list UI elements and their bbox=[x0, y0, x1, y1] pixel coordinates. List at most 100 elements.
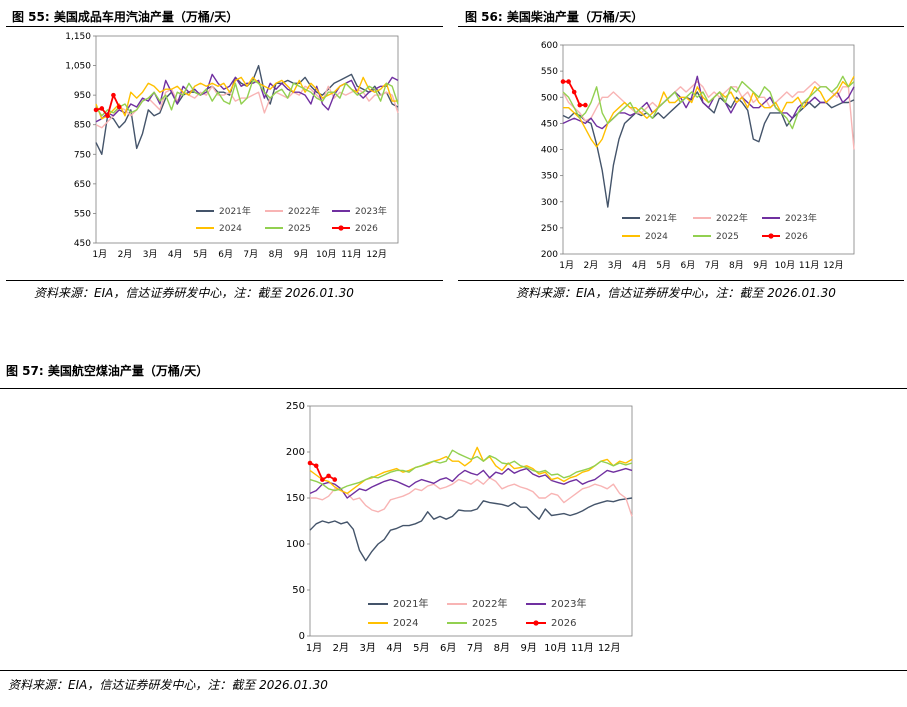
x-tick-label: 5月 bbox=[413, 642, 429, 654]
legend-marker bbox=[533, 620, 539, 626]
legend-label: 2021年 bbox=[645, 212, 677, 224]
x-tick-label: 2月 bbox=[333, 642, 349, 654]
series-line-2022年 bbox=[562, 80, 855, 150]
x-tick-label: 6月 bbox=[218, 249, 233, 260]
legend-label: 2023年 bbox=[355, 205, 387, 217]
series-point-2026 bbox=[571, 89, 577, 95]
legend-label: 2022年 bbox=[288, 205, 320, 217]
x-tick-label: 3月 bbox=[608, 260, 623, 271]
figure-57-title: 图 57: 美国航空煤油产量（万桶/天） bbox=[6, 364, 209, 378]
x-tick-label: 12月 bbox=[823, 260, 843, 271]
x-tick-label: 7月 bbox=[243, 249, 258, 260]
x-tick-label: 8月 bbox=[729, 260, 744, 271]
y-tick-label: 500 bbox=[541, 93, 558, 103]
series-point-2026 bbox=[583, 102, 588, 108]
x-tick-label: 6月 bbox=[681, 260, 696, 271]
x-tick-label: 10月 bbox=[316, 249, 336, 260]
figure-55-source: 资料来源：EIA，信达证券研发中心，注：截至 2026.01.30 bbox=[34, 286, 354, 300]
figure-57-top-rule bbox=[0, 388, 907, 389]
y-tick-label: 150 bbox=[286, 493, 305, 504]
x-tick-label: 2月 bbox=[584, 260, 599, 271]
x-tick-label: 6月 bbox=[440, 642, 456, 654]
y-tick-label: 550 bbox=[74, 209, 91, 219]
y-tick-label: 250 bbox=[541, 224, 558, 234]
x-tick-label: 9月 bbox=[294, 249, 309, 260]
y-tick-label: 0 bbox=[299, 631, 305, 642]
series-point-2026 bbox=[105, 113, 110, 119]
series-line-2025 bbox=[95, 79, 399, 117]
y-tick-label: 200 bbox=[541, 250, 558, 260]
x-tick-label: 11月 bbox=[571, 642, 594, 654]
figure-56-source: 资料来源：EIA，信达证券研发中心，注：截至 2026.01.30 bbox=[516, 286, 836, 300]
series-point-2026 bbox=[99, 106, 105, 111]
legend-label: 2023年 bbox=[785, 212, 817, 224]
x-tick-label: 5月 bbox=[656, 260, 671, 271]
y-tick-label: 450 bbox=[541, 119, 558, 129]
y-tick-label: 550 bbox=[541, 67, 558, 77]
series-line-2023年 bbox=[309, 467, 633, 499]
series-line-2022年 bbox=[310, 477, 633, 517]
series-point-2026 bbox=[566, 79, 571, 84]
y-tick-label: 1,050 bbox=[65, 62, 91, 72]
x-tick-label: 4月 bbox=[386, 642, 402, 654]
x-tick-label: 12月 bbox=[366, 249, 386, 260]
legend-label: 2025 bbox=[472, 618, 497, 629]
y-tick-label: 50 bbox=[292, 585, 305, 596]
legend-label: 2021年 bbox=[393, 597, 428, 610]
y-tick-label: 750 bbox=[74, 150, 91, 160]
series-line-2026 bbox=[309, 462, 336, 481]
y-tick-label: 400 bbox=[541, 146, 558, 156]
series-line-2023年 bbox=[95, 73, 399, 123]
series-line-2025 bbox=[309, 449, 633, 492]
legend-label: 2021年 bbox=[219, 205, 251, 217]
x-tick-label: 11月 bbox=[799, 260, 819, 271]
figure-55-top-rule bbox=[6, 26, 443, 27]
x-tick-label: 10月 bbox=[544, 642, 567, 654]
x-tick-label: 7月 bbox=[467, 642, 483, 654]
figure-55-title: 图 55: 美国成品车用汽油产量（万桶/天） bbox=[12, 10, 239, 24]
legend-label: 2026 bbox=[355, 224, 378, 234]
legend-label: 2024 bbox=[645, 232, 668, 242]
y-tick-label: 300 bbox=[541, 198, 558, 208]
series-point-2026 bbox=[320, 477, 325, 482]
x-tick-label: 3月 bbox=[143, 249, 158, 260]
figure-56-title: 图 56: 美国柴油产量（万桶/天） bbox=[465, 10, 644, 24]
series-point-2026 bbox=[111, 92, 116, 98]
legend-label: 2026 bbox=[785, 232, 808, 242]
legend-label: 2025 bbox=[288, 224, 311, 234]
x-tick-label: 9月 bbox=[753, 260, 768, 271]
figure-57-source: 资料来源：EIA，信达证券研发中心，注：截至 2026.01.30 bbox=[8, 678, 328, 692]
y-tick-label: 950 bbox=[74, 91, 91, 101]
y-tick-label: 650 bbox=[74, 180, 91, 190]
x-tick-label: 4月 bbox=[632, 260, 647, 271]
figure-56-bottom-rule bbox=[458, 280, 904, 281]
x-tick-label: 5月 bbox=[193, 249, 208, 260]
x-tick-label: 8月 bbox=[494, 642, 510, 654]
x-tick-label: 1月 bbox=[92, 249, 107, 260]
y-tick-label: 850 bbox=[74, 121, 91, 131]
y-tick-label: 600 bbox=[541, 41, 558, 51]
legend-label: 2024 bbox=[219, 224, 242, 234]
x-tick-label: 8月 bbox=[269, 249, 284, 260]
legend-label: 2022年 bbox=[716, 212, 748, 224]
series-point-2026 bbox=[116, 104, 122, 110]
y-tick-label: 350 bbox=[541, 172, 558, 182]
legend-marker bbox=[768, 233, 774, 239]
y-tick-label: 450 bbox=[74, 239, 91, 249]
x-tick-label: 9月 bbox=[521, 642, 537, 654]
legend-label: 2023年 bbox=[551, 597, 586, 610]
legend-label: 2025 bbox=[716, 232, 739, 242]
series-point-2026 bbox=[313, 463, 319, 469]
legend-label: 2024 bbox=[393, 618, 418, 629]
legend-marker bbox=[338, 225, 344, 231]
series-point-2026 bbox=[332, 477, 338, 482]
y-tick-label: 250 bbox=[286, 401, 305, 412]
y-tick-label: 100 bbox=[286, 539, 305, 550]
x-tick-label: 3月 bbox=[360, 642, 376, 654]
x-tick-label: 7月 bbox=[705, 260, 720, 271]
plot-frame bbox=[309, 405, 633, 637]
series-point-2026 bbox=[560, 79, 566, 84]
series-point-2026 bbox=[577, 102, 583, 108]
